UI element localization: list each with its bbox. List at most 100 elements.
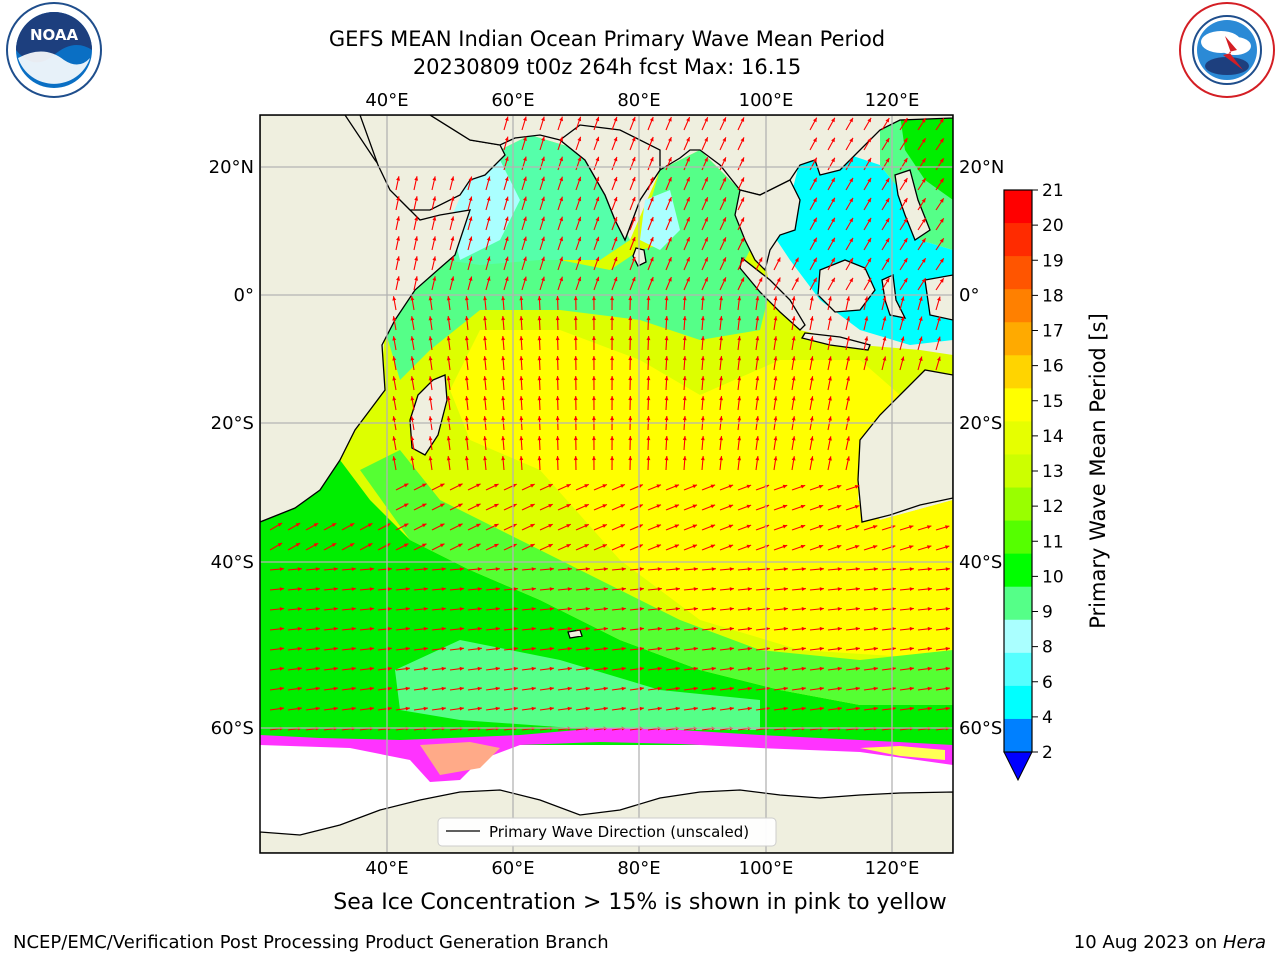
wave-arrow-head	[939, 198, 944, 203]
wave-arrow-head	[396, 276, 400, 281]
wave-arrow-head	[657, 666, 662, 671]
wave-arrow-head	[722, 197, 726, 202]
wave-arrow-head	[692, 484, 697, 489]
wave-arrow-head	[458, 483, 463, 488]
wave-arrow-head	[872, 525, 878, 529]
lat-tick-right-0: 0°	[959, 285, 979, 306]
wave-arrow-head	[459, 706, 464, 711]
lightning-icon	[1223, 36, 1243, 70]
wave-arrow-head	[646, 316, 651, 321]
wave-arrow-head	[567, 567, 572, 571]
wave-arrow-head	[428, 436, 433, 441]
wave-arrow-head	[423, 626, 428, 631]
wave-arrow-head	[610, 396, 615, 401]
wave-arrow-head	[387, 686, 392, 691]
wave-arrow-head	[813, 137, 817, 143]
wave-arrow-head	[494, 484, 499, 488]
wave-arrow-head	[693, 567, 698, 571]
wave-arrow-head	[446, 396, 451, 401]
wave-arrow-head	[369, 686, 374, 691]
wave-arrow-head	[495, 686, 500, 691]
lat-ticks-left: 20°N 0° 20°S 40°S 60°S	[209, 157, 254, 739]
wave-arrow-head	[674, 504, 679, 509]
wave-arrow-head	[549, 706, 554, 711]
wave-arrow-head	[613, 276, 618, 282]
wave-arrow-head	[664, 396, 669, 401]
wave-arrow-head	[458, 523, 463, 528]
wave-arrow-head	[885, 158, 890, 163]
wave-arrow-head	[537, 376, 542, 381]
wave-arrow-head	[428, 336, 433, 341]
wave-arrow-head	[686, 157, 690, 162]
wave-arrow-head	[837, 706, 842, 711]
wave-arrow-head	[519, 296, 524, 301]
wave-arrow-head	[746, 524, 752, 529]
wave-arrow-head	[450, 256, 455, 261]
wave-arrow-head	[468, 276, 473, 281]
colorbar-tick-label: 2	[1042, 743, 1053, 763]
wave-arrow-head	[773, 456, 778, 461]
wave-arrow-head	[882, 316, 887, 321]
wave-arrow-head	[559, 196, 563, 202]
wave-arrow-head	[704, 237, 708, 242]
wave-arrow-head	[675, 686, 680, 691]
wave-arrow-head	[891, 626, 896, 631]
wave-arrow-head	[477, 587, 482, 591]
wave-arrow-head	[918, 296, 923, 301]
wave-arrow-head	[722, 217, 726, 222]
wave-arrow-head	[939, 278, 944, 283]
lon-tick-top-60: 60°E	[491, 90, 534, 111]
wave-arrow-head	[468, 236, 473, 241]
wave-arrow-head	[603, 607, 608, 611]
wave-arrow-head	[831, 277, 835, 283]
lat-tick-right-20n: 20°N	[959, 157, 1004, 178]
colorbar-tick-label: 12	[1042, 497, 1064, 517]
wave-arrow-head	[801, 706, 806, 711]
wave-arrow-head	[809, 436, 814, 441]
wave-arrow-head	[664, 436, 669, 441]
wave-arrow-head	[801, 646, 806, 651]
wave-arrow-head	[693, 686, 698, 691]
wave-arrow-head	[800, 484, 806, 489]
wave-arrow-head	[939, 118, 944, 123]
wave-arrow-head	[446, 336, 451, 341]
wave-arrow-head	[864, 336, 869, 341]
wave-arrow-head	[819, 587, 824, 591]
wave-arrow-head	[628, 376, 633, 381]
wave-arrow-head	[686, 117, 690, 122]
wave-arrow-head	[801, 666, 806, 671]
wave-arrow-head	[776, 257, 781, 262]
wave-arrow-head	[755, 376, 760, 381]
wave-arrow-head	[476, 483, 481, 488]
wave-arrow-head	[693, 626, 698, 631]
wave-arrow-head	[414, 196, 419, 201]
wave-arrow-head	[405, 646, 410, 651]
wave-arrow-head	[566, 484, 571, 488]
colorbar-segment	[1004, 652, 1032, 687]
wave-arrow-head	[531, 666, 536, 671]
wave-arrow-head	[873, 706, 878, 711]
wave-arrow-head	[537, 416, 542, 421]
wave-arrow-head	[459, 607, 464, 611]
wave-arrow-head	[549, 567, 554, 571]
wave-arrow-head	[668, 177, 672, 182]
wave-arrow-head	[755, 436, 760, 441]
wave-arrow-head	[921, 178, 926, 183]
wave-arrow-head	[628, 396, 633, 401]
wave-arrow-head	[776, 277, 781, 282]
wave-arrow-head	[559, 236, 563, 242]
wave-arrow-head	[410, 436, 415, 441]
lon-tick-top-40: 40°E	[365, 90, 408, 111]
wave-arrow-head	[603, 646, 608, 651]
colorbar-segment	[1004, 718, 1032, 753]
wave-arrow-head	[818, 524, 824, 529]
wave-arrow-head	[674, 484, 679, 489]
wave-arrow-head	[801, 587, 806, 591]
wave-arrow-head	[613, 256, 618, 262]
colorbar-segment	[1004, 355, 1032, 389]
wave-arrow-head	[746, 544, 752, 549]
wave-arrow-head	[523, 256, 527, 261]
wave-arrow-head	[649, 257, 654, 262]
wave-arrow-head	[747, 666, 752, 671]
colorbar-tick-label: 9	[1042, 603, 1053, 623]
